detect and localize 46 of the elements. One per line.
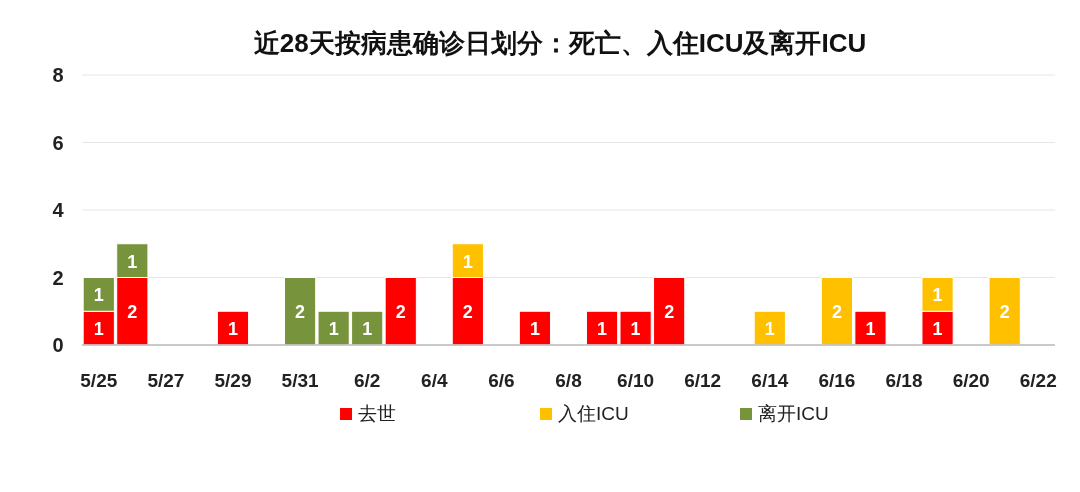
x-tick-label: 6/22 [1019, 370, 1057, 391]
x-tick-label: 6/14 [751, 370, 789, 391]
y-tick-label: 0 [52, 334, 64, 356]
data-label: 1 [127, 251, 138, 272]
data-label: 1 [932, 285, 943, 306]
data-label: 2 [831, 302, 842, 323]
data-label: 1 [328, 319, 339, 340]
data-label: 1 [932, 319, 943, 340]
legend-label: 入住ICU [558, 403, 629, 424]
data-label: 1 [529, 319, 540, 340]
data-label: 2 [462, 302, 473, 323]
x-tick-label: 6/2 [353, 370, 381, 391]
x-tick-label: 6/18 [885, 370, 923, 391]
data-label: 2 [295, 302, 306, 323]
data-label: 2 [664, 302, 675, 323]
x-tick-label: 5/29 [214, 370, 252, 391]
data-label: 2 [999, 302, 1010, 323]
bar [988, 277, 1021, 346]
data-label: 1 [93, 319, 104, 340]
data-label: 1 [462, 251, 473, 272]
y-tick-label: 4 [52, 199, 65, 221]
x-tick-label: 6/20 [952, 370, 990, 391]
y-tick-label: 8 [52, 64, 64, 86]
data-label: 1 [362, 319, 373, 340]
x-tick-label: 6/6 [488, 370, 515, 391]
x-tick-label: 6/12 [684, 370, 722, 391]
data-label: 1 [93, 285, 104, 306]
data-label: 1 [865, 319, 876, 340]
data-label: 1 [630, 319, 641, 340]
data-label: 2 [127, 302, 138, 323]
legend-label: 离开ICU [758, 403, 829, 424]
data-label: 1 [764, 319, 775, 340]
x-tick-label: 6/8 [555, 370, 582, 391]
x-tick-label: 5/31 [281, 370, 320, 391]
x-tick-label: 5/27 [147, 370, 185, 391]
x-tick-label: 6/10 [617, 370, 655, 391]
data-label: 1 [597, 319, 608, 340]
data-label: 2 [395, 302, 406, 323]
x-tick-label: 6/4 [421, 370, 448, 391]
y-tick-label: 2 [52, 266, 64, 289]
y-tick-label: 6 [52, 131, 64, 154]
chart-title: 近28天按病患确诊日划分：死亡、入住ICU及离开ICU [253, 28, 867, 58]
x-tick-label: 5/25 [80, 370, 118, 391]
data-label: 1 [227, 319, 238, 340]
legend-label: 去世 [358, 403, 396, 424]
x-tick-label: 6/16 [818, 370, 856, 391]
